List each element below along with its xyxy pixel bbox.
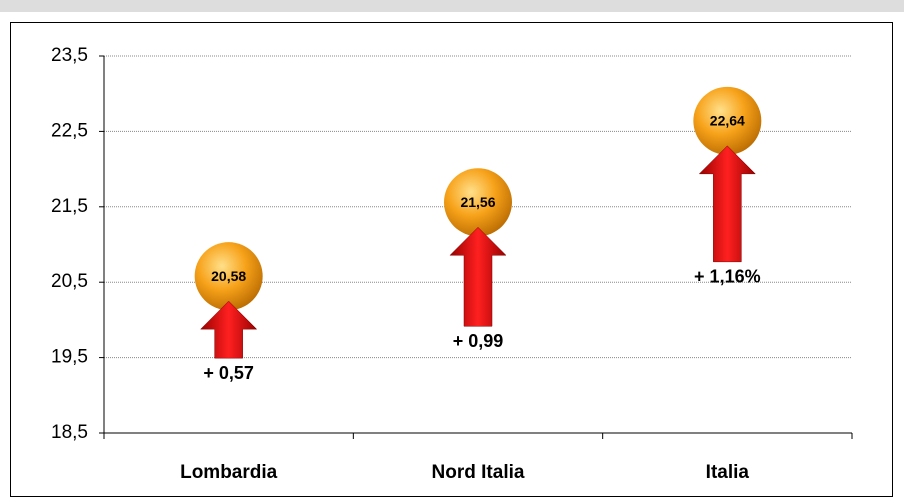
y-tick-label: 22,5	[51, 120, 88, 141]
bubble	[194, 242, 263, 311]
change-arrow	[698, 145, 756, 263]
x-tick-label: Italia	[706, 462, 750, 483]
change-label: + 1,16%	[694, 267, 761, 287]
change-label: + 0,99	[453, 331, 504, 351]
change-arrow	[200, 300, 258, 359]
value-label: 21,56	[460, 194, 495, 210]
x-tick-label: Nord Italia	[432, 462, 525, 483]
y-tick-label: 21,5	[51, 196, 88, 217]
value-label: 22,64	[710, 113, 745, 129]
change-arrow	[449, 226, 507, 327]
y-tick-label: 18,5	[51, 422, 88, 443]
bubble	[693, 86, 762, 155]
y-tick-label: 20,5	[51, 271, 88, 292]
y-tick-label: 19,5	[51, 347, 88, 368]
y-tick-label: 23,5	[51, 45, 88, 66]
bubble	[444, 168, 512, 237]
change-label: + 0,57	[203, 363, 254, 383]
title-strip	[0, 0, 904, 12]
x-tick-label: Lombardia	[180, 462, 278, 483]
chart-border	[10, 22, 893, 497]
value-label: 20,58	[211, 268, 246, 284]
